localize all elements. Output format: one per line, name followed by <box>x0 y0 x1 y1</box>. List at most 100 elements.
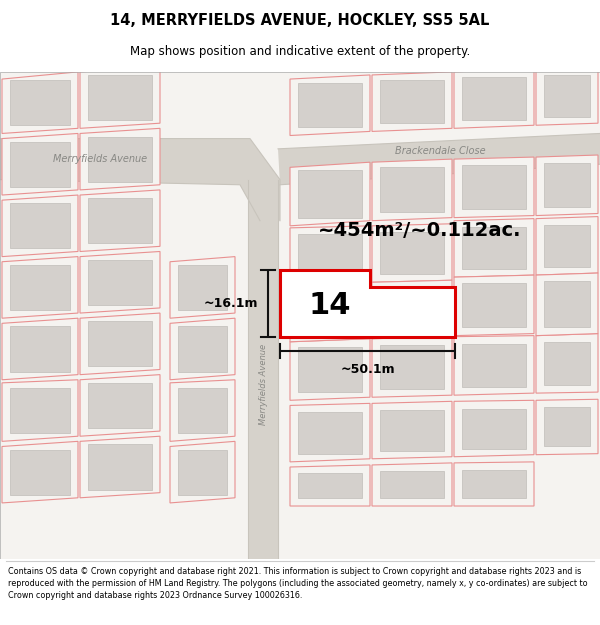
Polygon shape <box>278 134 600 185</box>
Polygon shape <box>2 318 78 380</box>
Polygon shape <box>372 159 452 221</box>
Polygon shape <box>372 72 452 131</box>
Polygon shape <box>290 75 370 136</box>
Polygon shape <box>372 401 452 459</box>
Polygon shape <box>80 190 160 251</box>
Polygon shape <box>298 473 362 498</box>
Polygon shape <box>80 251 160 313</box>
Polygon shape <box>10 80 70 125</box>
Polygon shape <box>544 408 590 446</box>
Polygon shape <box>2 72 78 134</box>
Polygon shape <box>454 219 534 277</box>
Polygon shape <box>454 462 534 506</box>
Polygon shape <box>178 326 227 371</box>
Polygon shape <box>10 142 70 187</box>
Polygon shape <box>536 217 598 275</box>
Polygon shape <box>80 313 160 374</box>
Polygon shape <box>536 67 598 125</box>
Polygon shape <box>88 444 152 489</box>
Polygon shape <box>178 388 227 433</box>
Polygon shape <box>536 334 598 393</box>
Text: 14: 14 <box>309 291 351 321</box>
Polygon shape <box>544 342 590 385</box>
Polygon shape <box>372 463 452 506</box>
Polygon shape <box>462 283 526 328</box>
Polygon shape <box>2 134 78 195</box>
Text: ~454m²/~0.112ac.: ~454m²/~0.112ac. <box>318 221 522 241</box>
Polygon shape <box>298 83 362 127</box>
Polygon shape <box>372 337 452 398</box>
Polygon shape <box>170 257 235 318</box>
Polygon shape <box>372 280 452 339</box>
Polygon shape <box>10 265 70 310</box>
Polygon shape <box>0 139 280 221</box>
Polygon shape <box>462 77 526 120</box>
Polygon shape <box>544 281 590 328</box>
Polygon shape <box>462 227 526 269</box>
Polygon shape <box>462 344 526 387</box>
Polygon shape <box>178 265 227 310</box>
Polygon shape <box>248 179 278 559</box>
Polygon shape <box>380 168 444 212</box>
Polygon shape <box>178 449 227 495</box>
Polygon shape <box>10 203 70 248</box>
Polygon shape <box>0 72 600 559</box>
Polygon shape <box>380 232 444 274</box>
Polygon shape <box>380 471 444 498</box>
Polygon shape <box>2 380 78 441</box>
Polygon shape <box>290 339 370 400</box>
Text: 14, MERRYFIELDS AVENUE, HOCKLEY, SS5 5AL: 14, MERRYFIELDS AVENUE, HOCKLEY, SS5 5AL <box>110 13 490 28</box>
Polygon shape <box>80 128 160 190</box>
Polygon shape <box>10 449 70 495</box>
Polygon shape <box>544 75 590 117</box>
Polygon shape <box>380 345 444 389</box>
Polygon shape <box>2 257 78 318</box>
Polygon shape <box>298 347 362 392</box>
Polygon shape <box>372 224 452 282</box>
Text: Merryfields Avenue: Merryfields Avenue <box>259 344 268 426</box>
Polygon shape <box>380 288 444 331</box>
Polygon shape <box>88 136 152 182</box>
Polygon shape <box>170 441 235 503</box>
Polygon shape <box>88 321 152 366</box>
Text: Contains OS data © Crown copyright and database right 2021. This information is : Contains OS data © Crown copyright and d… <box>8 568 587 600</box>
Polygon shape <box>88 260 152 305</box>
Polygon shape <box>454 336 534 395</box>
Text: Brackendale Close: Brackendale Close <box>395 146 485 156</box>
Polygon shape <box>454 400 534 457</box>
Polygon shape <box>544 225 590 267</box>
Polygon shape <box>170 318 235 380</box>
Polygon shape <box>80 374 160 436</box>
Polygon shape <box>536 273 598 336</box>
Polygon shape <box>454 69 534 128</box>
Polygon shape <box>80 436 160 498</box>
Text: ~50.1m: ~50.1m <box>340 363 395 376</box>
Polygon shape <box>290 282 370 342</box>
Polygon shape <box>298 171 362 217</box>
Polygon shape <box>544 163 590 208</box>
Polygon shape <box>536 155 598 216</box>
Polygon shape <box>462 470 526 498</box>
Polygon shape <box>298 234 362 276</box>
Polygon shape <box>290 403 370 462</box>
Polygon shape <box>2 441 78 503</box>
Polygon shape <box>298 291 362 334</box>
Polygon shape <box>298 412 362 454</box>
Polygon shape <box>2 195 78 257</box>
Polygon shape <box>88 75 152 120</box>
Polygon shape <box>536 399 598 455</box>
Text: Merryfields Avenue: Merryfields Avenue <box>53 154 147 164</box>
Text: Map shows position and indicative extent of the property.: Map shows position and indicative extent… <box>130 44 470 58</box>
Polygon shape <box>290 465 370 506</box>
Polygon shape <box>88 198 152 243</box>
Polygon shape <box>462 409 526 449</box>
Polygon shape <box>290 226 370 284</box>
Polygon shape <box>280 270 455 337</box>
Polygon shape <box>462 165 526 209</box>
Polygon shape <box>10 326 70 371</box>
Polygon shape <box>10 388 70 433</box>
Polygon shape <box>380 80 444 123</box>
Polygon shape <box>80 67 160 128</box>
Polygon shape <box>170 380 235 441</box>
Polygon shape <box>454 275 534 336</box>
